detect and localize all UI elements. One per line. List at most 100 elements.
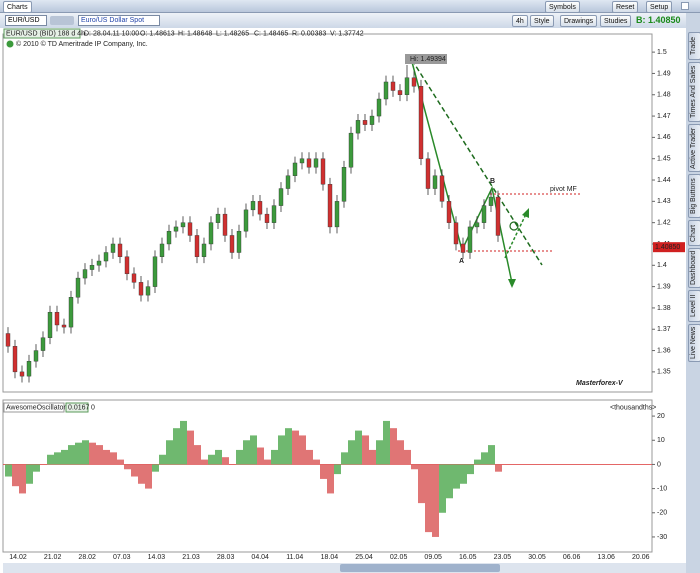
side-tab[interactable]: Big Buttons <box>688 174 700 218</box>
candle-body <box>47 311 53 338</box>
price-panel <box>2 33 653 393</box>
symbol-input[interactable]: EUR/USD <box>5 15 47 26</box>
candle-body <box>495 196 501 236</box>
ao-bar <box>243 440 250 465</box>
ao-bar <box>327 464 334 494</box>
y-tick-label: 1.37 <box>657 326 671 333</box>
ao-bar <box>432 464 439 537</box>
candle-body <box>341 167 347 202</box>
ao-bar <box>222 457 229 465</box>
ao-bar <box>194 445 201 465</box>
candle-body <box>460 243 466 253</box>
candle-body <box>418 86 424 159</box>
last-price-label: 1.40850 <box>655 244 680 251</box>
symbol-icons[interactable] <box>50 16 74 25</box>
ao-bar <box>250 435 257 465</box>
candle-body <box>355 120 361 134</box>
candle-body <box>54 311 60 326</box>
y-tick-label: -10 <box>657 485 667 492</box>
drawings-button[interactable]: Drawings <box>560 15 598 27</box>
x-tick-label: 21.03 <box>182 554 200 561</box>
ao-bar <box>201 459 208 465</box>
ao-title: AwesomeOscillator <box>6 404 66 411</box>
symbols-button[interactable]: Symbols <box>545 1 580 13</box>
side-tab[interactable]: Level II <box>688 290 700 322</box>
candle-body <box>439 175 445 202</box>
candle-body <box>208 222 214 245</box>
x-tick-label: 06.06 <box>563 554 581 561</box>
scroll-thumb[interactable] <box>340 564 500 572</box>
candle-body <box>404 77 410 95</box>
candle-body <box>96 260 102 266</box>
ao-bar <box>75 442 82 465</box>
copyright: © 2010 © TD Ameritrade IP Company, Inc. <box>16 40 148 48</box>
ao-bar <box>376 440 383 465</box>
ao-bar <box>369 449 376 465</box>
ao-bar <box>446 464 453 499</box>
candle-body <box>397 90 403 95</box>
candle-body <box>40 337 46 351</box>
candle-body <box>61 324 67 328</box>
candle-body <box>278 188 284 206</box>
candle-body <box>173 226 179 232</box>
ao-bar <box>145 464 152 489</box>
study-box <box>3 28 81 39</box>
candle-body <box>432 175 438 189</box>
projection-line <box>504 213 527 259</box>
ao-bar <box>453 464 460 489</box>
side-tab[interactable]: Live News <box>688 324 700 362</box>
candle-body <box>201 243 207 257</box>
info-close: C: 1.48465 <box>254 30 288 37</box>
ao-bar <box>257 447 264 465</box>
ao-bar <box>12 464 19 487</box>
candle-body <box>26 361 32 377</box>
candle-body <box>194 235 200 257</box>
side-tab[interactable]: Chart <box>688 220 700 246</box>
reset-button[interactable]: Reset <box>612 1 639 13</box>
x-tick-label: 25.04 <box>355 554 373 561</box>
arrow-head <box>522 208 529 218</box>
window-tab[interactable]: Charts <box>3 1 32 13</box>
side-tab[interactable]: Active Trader <box>688 124 700 172</box>
candle-body <box>138 282 144 296</box>
style-button[interactable]: Style <box>530 15 554 27</box>
ao-bar <box>467 464 474 475</box>
ao-bar <box>131 464 138 477</box>
candle-body <box>264 213 270 223</box>
oscillator-panel <box>2 399 653 553</box>
y-tick-label: 1.48 <box>657 92 671 99</box>
ao-bar <box>110 452 117 465</box>
side-tab[interactable]: Dashboard <box>688 248 700 288</box>
close-icon[interactable] <box>681 2 689 10</box>
studies-button[interactable]: Studies <box>600 15 632 27</box>
ao-bar <box>306 449 313 465</box>
y-tick-label: 1.49 <box>657 70 671 77</box>
period-button[interactable]: 4h <box>512 15 528 27</box>
x-tick-label: 14.03 <box>148 554 166 561</box>
ao-bar <box>341 452 348 465</box>
ao-bar <box>103 449 110 465</box>
candle-body <box>110 243 116 253</box>
y-tick-label: 1.5 <box>657 49 667 56</box>
x-tick-label: 04.04 <box>251 554 269 561</box>
ao-bar <box>418 464 425 504</box>
side-tab[interactable]: Trade <box>688 32 700 60</box>
ao-bar <box>215 449 222 465</box>
ao-bar <box>355 430 362 465</box>
side-tab[interactable]: Times And Sales <box>688 62 700 122</box>
chart-background <box>0 28 686 573</box>
ao-bar <box>271 449 278 465</box>
ao-bar <box>33 464 40 472</box>
candle-body <box>390 81 396 91</box>
ao-bar <box>320 464 327 479</box>
info-low: L: 1.48265 <box>216 30 249 37</box>
setup-button[interactable]: Setup <box>646 1 673 13</box>
y-tick-label: 1.39 <box>657 283 671 290</box>
candle-body <box>187 222 193 236</box>
candle-body <box>313 158 319 168</box>
ao-bar <box>166 440 173 465</box>
candle-body <box>453 222 459 245</box>
candle-body <box>33 350 39 362</box>
candle-body <box>236 230 242 253</box>
cross-circle <box>509 221 519 231</box>
